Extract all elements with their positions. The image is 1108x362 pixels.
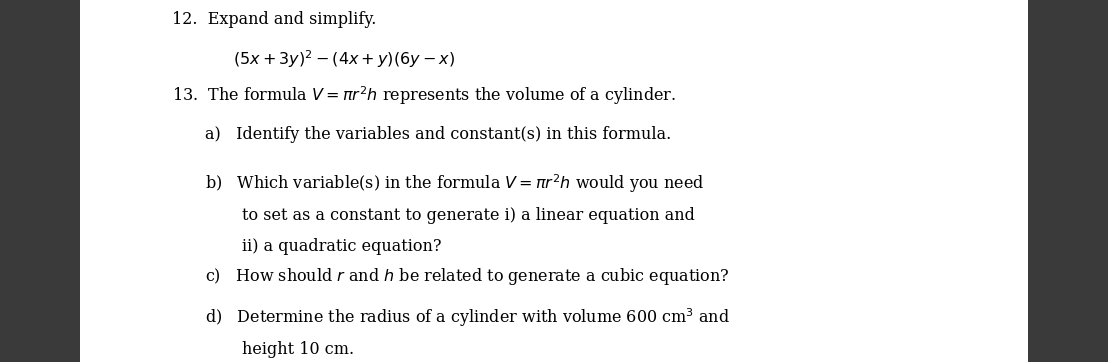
- Text: c)   How should $r$ and $h$ be related to generate a cubic equation?: c) How should $r$ and $h$ be related to …: [205, 266, 729, 287]
- Text: d)   Determine the radius of a cylinder with volume 600 cm$^3$ and: d) Determine the radius of a cylinder wi…: [205, 306, 730, 329]
- Text: ii) a quadratic equation?: ii) a quadratic equation?: [242, 237, 441, 254]
- Text: b)   Which variable(s) in the formula $V = \pi r^2 h$ would you need: b) Which variable(s) in the formula $V =…: [205, 172, 705, 195]
- FancyBboxPatch shape: [80, 0, 1028, 362]
- Text: 13.  The formula $V = \pi r^2 h$ represents the volume of a cylinder.: 13. The formula $V = \pi r^2 h$ represen…: [172, 85, 676, 108]
- Text: $(5x + 3y)^2 - (4x + y)(6y - x)$: $(5x + 3y)^2 - (4x + y)(6y - x)$: [233, 49, 454, 70]
- Text: to set as a constant to generate i) a linear equation and: to set as a constant to generate i) a li…: [242, 207, 695, 224]
- Text: height 10 cm.: height 10 cm.: [242, 341, 353, 358]
- Text: 12.  Expand and simplify.: 12. Expand and simplify.: [172, 10, 376, 28]
- Text: a)   Identify the variables and constant(s) in this formula.: a) Identify the variables and constant(s…: [205, 126, 671, 143]
